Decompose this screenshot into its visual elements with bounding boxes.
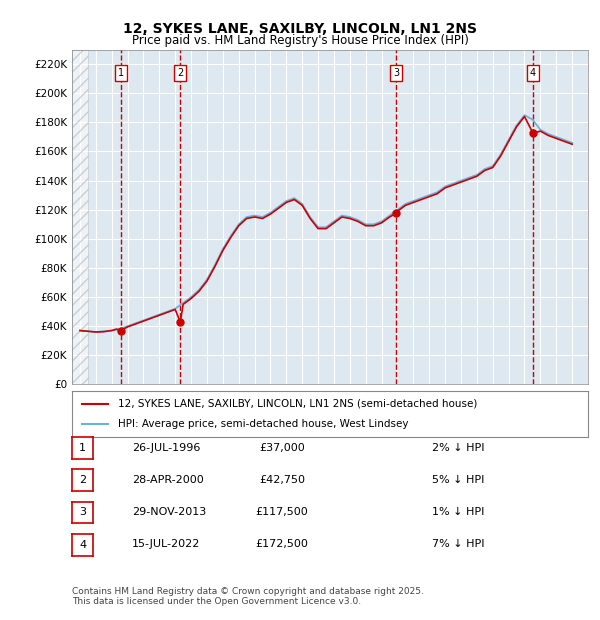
Text: £117,500: £117,500 [256,507,308,517]
Text: 5% ↓ HPI: 5% ↓ HPI [432,475,484,485]
Text: 12, SYKES LANE, SAXILBY, LINCOLN, LN1 2NS (semi-detached house): 12, SYKES LANE, SAXILBY, LINCOLN, LN1 2N… [118,399,478,409]
Text: 1% ↓ HPI: 1% ↓ HPI [432,507,484,517]
Text: 2: 2 [177,68,184,78]
Text: £37,000: £37,000 [259,443,305,453]
Text: 29-NOV-2013: 29-NOV-2013 [132,507,206,517]
Text: 3: 3 [393,68,399,78]
Text: 4: 4 [79,539,86,550]
Text: 2% ↓ HPI: 2% ↓ HPI [432,443,485,453]
Text: 1: 1 [79,443,86,453]
Text: £172,500: £172,500 [256,539,308,549]
Text: 2: 2 [79,475,86,485]
Text: 1: 1 [118,68,124,78]
Text: £42,750: £42,750 [259,475,305,485]
Text: 7% ↓ HPI: 7% ↓ HPI [432,539,485,549]
Text: 15-JUL-2022: 15-JUL-2022 [132,539,200,549]
Text: 3: 3 [79,507,86,518]
Text: 4: 4 [530,68,536,78]
Text: HPI: Average price, semi-detached house, West Lindsey: HPI: Average price, semi-detached house,… [118,419,409,429]
Text: Contains HM Land Registry data © Crown copyright and database right 2025.
This d: Contains HM Land Registry data © Crown c… [72,587,424,606]
Text: 12, SYKES LANE, SAXILBY, LINCOLN, LN1 2NS: 12, SYKES LANE, SAXILBY, LINCOLN, LN1 2N… [123,22,477,36]
Bar [72,50,88,384]
Text: 26-JUL-1996: 26-JUL-1996 [132,443,200,453]
Text: Price paid vs. HM Land Registry's House Price Index (HPI): Price paid vs. HM Land Registry's House … [131,34,469,47]
Text: 28-APR-2000: 28-APR-2000 [132,475,204,485]
